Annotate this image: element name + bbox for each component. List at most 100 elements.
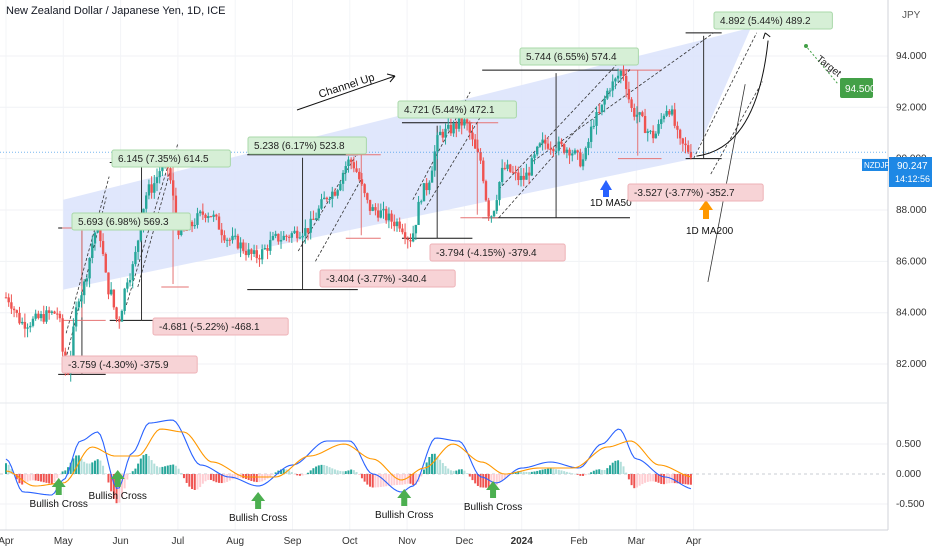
candle-body	[471, 132, 474, 140]
ma50-label: 1D MA50	[590, 198, 632, 209]
macd-histogram-bar	[301, 474, 304, 476]
macd-histogram-bar	[226, 474, 229, 482]
candle-body	[72, 326, 75, 358]
macd-histogram-bar	[56, 474, 59, 479]
candle-body	[80, 295, 83, 302]
bullish-cross-arrow	[51, 478, 66, 495]
candle-body	[304, 228, 307, 236]
projection-curve	[696, 40, 769, 157]
candle-body	[417, 201, 420, 225]
time-tick-label: Sep	[284, 536, 302, 547]
candle-body	[139, 227, 143, 241]
candle-body	[619, 71, 622, 76]
candle-body	[277, 233, 280, 242]
time-tick-label: 2024	[511, 536, 534, 547]
candle-body	[506, 164, 509, 169]
drop-measure-label-bg	[61, 355, 198, 374]
macd-histogram-bar	[34, 474, 37, 481]
candle-body	[406, 238, 409, 241]
macd-histogram-bar	[474, 474, 477, 484]
macd-histogram-bar	[77, 455, 80, 474]
candle-body	[190, 221, 194, 227]
candle-body	[56, 313, 59, 315]
candle-body	[608, 90, 612, 92]
macd-histogram-bar	[689, 474, 692, 485]
macd-histogram-bar	[7, 464, 10, 474]
macd-histogram-bar	[455, 470, 458, 474]
measure-labels: 5.693 (6.98%) 569.3 6.145 (7.35%) 614.5 5.…	[61, 11, 833, 374]
candle-body	[460, 118, 463, 126]
candle-body	[53, 311, 56, 314]
candle-body	[379, 210, 383, 218]
macd-histogram-bar	[681, 474, 684, 484]
macd-histogram-bar	[304, 474, 307, 475]
candle-body	[573, 150, 577, 154]
candle-body	[287, 236, 291, 238]
candle-body	[433, 151, 436, 171]
drop-measure-label: -4.681 (-5.22%) -468.1	[159, 322, 260, 333]
candle-body	[374, 207, 377, 211]
candle-body	[549, 148, 552, 150]
candle-body	[576, 150, 579, 153]
time-tick-label: Mar	[628, 536, 646, 547]
macd-histogram-bar	[487, 474, 490, 488]
candle-body	[169, 168, 172, 181]
candle-body	[476, 148, 480, 153]
candle-body	[689, 151, 693, 158]
macd-histogram-bar	[274, 472, 277, 474]
candle-body	[274, 233, 277, 236]
macd-histogram-bar	[215, 474, 218, 483]
macd-histogram-bar	[61, 471, 64, 474]
time-tick-label: Apr	[0, 536, 14, 547]
candle-body	[492, 210, 496, 217]
drop-measure-label-bg	[627, 183, 764, 202]
candle-body	[455, 123, 458, 129]
candle-body	[285, 235, 288, 237]
time-axis[interactable]: Apr May Jun Jul Aug Sep Oct Nov Dec 2024 Feb Mar Apr	[0, 536, 702, 547]
candle-body	[509, 164, 512, 172]
macd-histogram-bar	[137, 463, 140, 474]
macd-histogram-bar	[182, 474, 185, 479]
candle-body	[29, 325, 32, 328]
macd-histogram-bar	[96, 459, 99, 474]
macd-histogram-bar	[573, 473, 576, 475]
candlesticks	[0, 64, 888, 382]
macd-histogram-bar	[520, 471, 523, 474]
candle-body	[368, 199, 372, 211]
candle-body	[74, 307, 78, 327]
macd-histogram-bar	[31, 474, 34, 481]
candle-body	[290, 233, 294, 238]
macd-histogram-bar	[447, 468, 450, 474]
macd-histogram-bar	[412, 474, 415, 486]
candle-body	[258, 258, 261, 260]
candle-body	[314, 218, 318, 220]
candle-body	[88, 257, 91, 279]
dashed-trendline	[125, 161, 170, 306]
target-tag-bg	[840, 78, 873, 98]
dashed-trendline	[65, 176, 110, 334]
macd-histogram-bar	[468, 474, 471, 477]
candle-body	[687, 145, 690, 152]
candle-body	[571, 153, 574, 156]
channel-up-band	[63, 27, 751, 290]
dashed-trendline	[693, 32, 757, 159]
macd-histogram-bar	[236, 474, 239, 478]
candle-body	[633, 107, 636, 117]
macd-histogram-bar	[85, 463, 88, 474]
candle-body	[409, 240, 412, 242]
macd-histogram-bar	[166, 465, 169, 474]
candle-body	[638, 112, 641, 115]
candle-body	[271, 235, 275, 240]
macd-histogram-bar	[209, 474, 212, 480]
candle-body	[266, 247, 269, 251]
macd-histogram-bar	[587, 473, 590, 475]
time-tick-label: Feb	[570, 536, 588, 547]
candle-body	[150, 184, 153, 193]
macd-histogram-bar	[662, 474, 665, 485]
macd-histogram-bar	[344, 471, 347, 474]
price-tag-bg	[889, 157, 932, 187]
macd-panel	[5, 419, 692, 504]
price-tick-label: 86.000	[896, 256, 927, 267]
target-dashed-line	[804, 44, 839, 85]
